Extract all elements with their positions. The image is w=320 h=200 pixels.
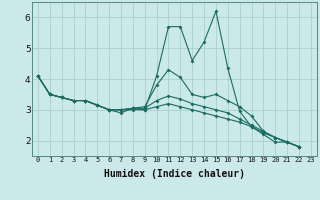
X-axis label: Humidex (Indice chaleur): Humidex (Indice chaleur) (104, 169, 245, 179)
